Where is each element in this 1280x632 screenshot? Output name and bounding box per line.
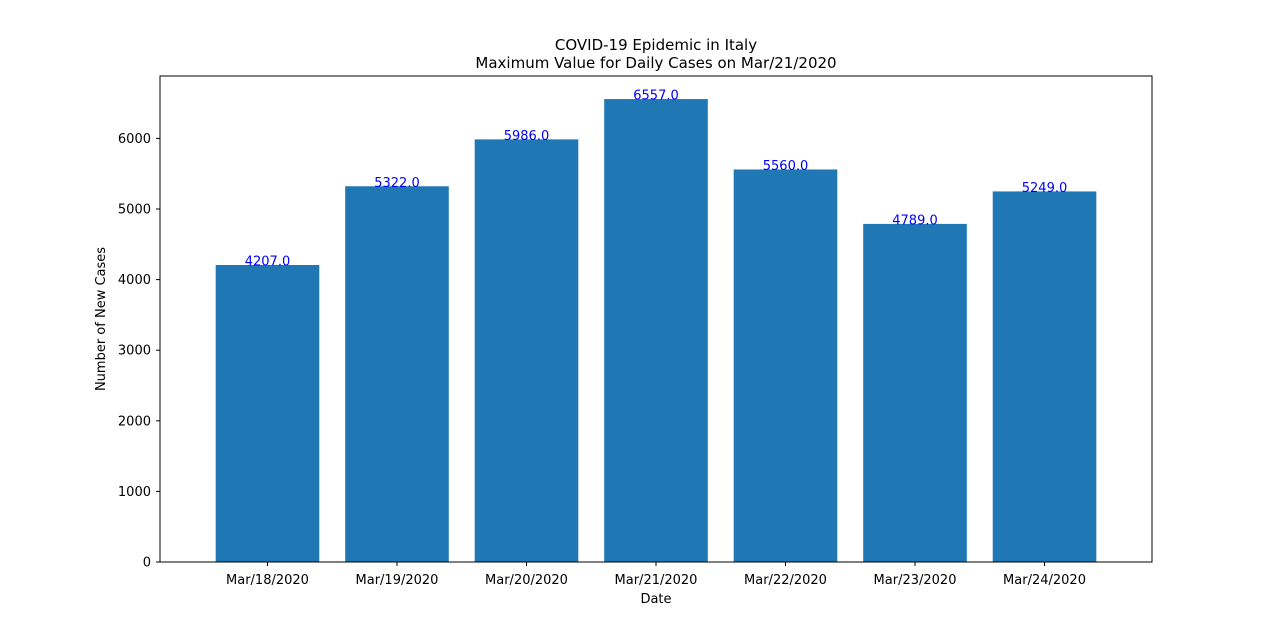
data-label-Mar/21/2020: 6557.0	[633, 89, 679, 104]
x-tick-label: Mar/22/2020	[744, 573, 827, 588]
y-tick-label: 3000	[118, 344, 151, 359]
y-tick-label: 1000	[118, 485, 151, 500]
x-tick-label: Mar/21/2020	[615, 573, 698, 588]
bar-Mar/21/2020	[604, 99, 708, 563]
y-tick-label: 5000	[118, 203, 151, 218]
bar-Mar/24/2020	[992, 191, 1097, 562]
plot-frame	[159, 75, 1153, 563]
x-tick-label: Mar/18/2020	[226, 573, 309, 588]
bar-Mar/20/2020	[474, 139, 579, 562]
bar-Mar/18/2020	[215, 264, 320, 562]
x-tick-label: Mar/23/2020	[874, 573, 957, 588]
bars-group	[215, 99, 1097, 563]
y-tick-label: 2000	[118, 414, 151, 429]
x-tick-label: Mar/24/2020	[1003, 573, 1086, 588]
x-axis-label: Date	[640, 592, 671, 607]
y-tick-label: 4000	[118, 273, 151, 288]
y-axis: 0 1000 2000 3000 4000 5000 6000	[118, 132, 160, 571]
data-label-Mar/23/2020: 4789.0	[892, 213, 938, 228]
data-label-Mar/22/2020: 5560.0	[763, 159, 809, 174]
x-axis: Mar/18/2020 Mar/19/2020 Mar/20/2020 Mar/21/…	[226, 562, 1086, 588]
bar-Mar/23/2020	[863, 223, 967, 562]
chart-title: COVID-19 Epidemic in Italy	[555, 36, 757, 54]
data-label-Mar/24/2020: 5249.0	[1022, 181, 1068, 196]
x-tick-label: Mar/19/2020	[356, 573, 439, 588]
chart-subtitle: Maximum Value for Daily Cases on Mar/21/…	[475, 54, 836, 72]
data-labels-group: 4207.0 5322.0 5986.0 6557.0 5560.0 4789.0 5249…	[245, 89, 1068, 270]
bar-Mar/22/2020	[733, 169, 838, 562]
y-tick-label: 6000	[118, 132, 151, 147]
x-tick-label: Mar/20/2020	[485, 573, 568, 588]
y-tick-label: 0	[143, 556, 151, 571]
data-label-Mar/20/2020: 5986.0	[504, 129, 550, 144]
bar-Mar/19/2020	[345, 186, 449, 562]
y-axis-label: Number of New Cases	[94, 247, 109, 391]
data-label-Mar/19/2020: 5322.0	[374, 176, 420, 191]
data-label-Mar/18/2020: 4207.0	[245, 254, 291, 269]
